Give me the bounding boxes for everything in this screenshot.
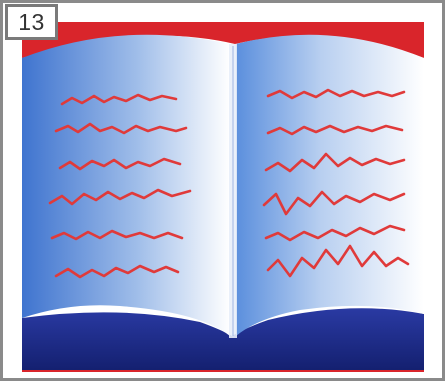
left-page-text-scribbles: [48, 93, 192, 279]
left-page: [22, 34, 230, 336]
number-label: 13: [18, 8, 45, 35]
right-page: [236, 34, 424, 336]
number-badge: 13: [5, 4, 58, 40]
right-page-text-scribbles: [262, 88, 410, 278]
red-background-top: [22, 22, 424, 58]
book-cover: [22, 308, 424, 370]
